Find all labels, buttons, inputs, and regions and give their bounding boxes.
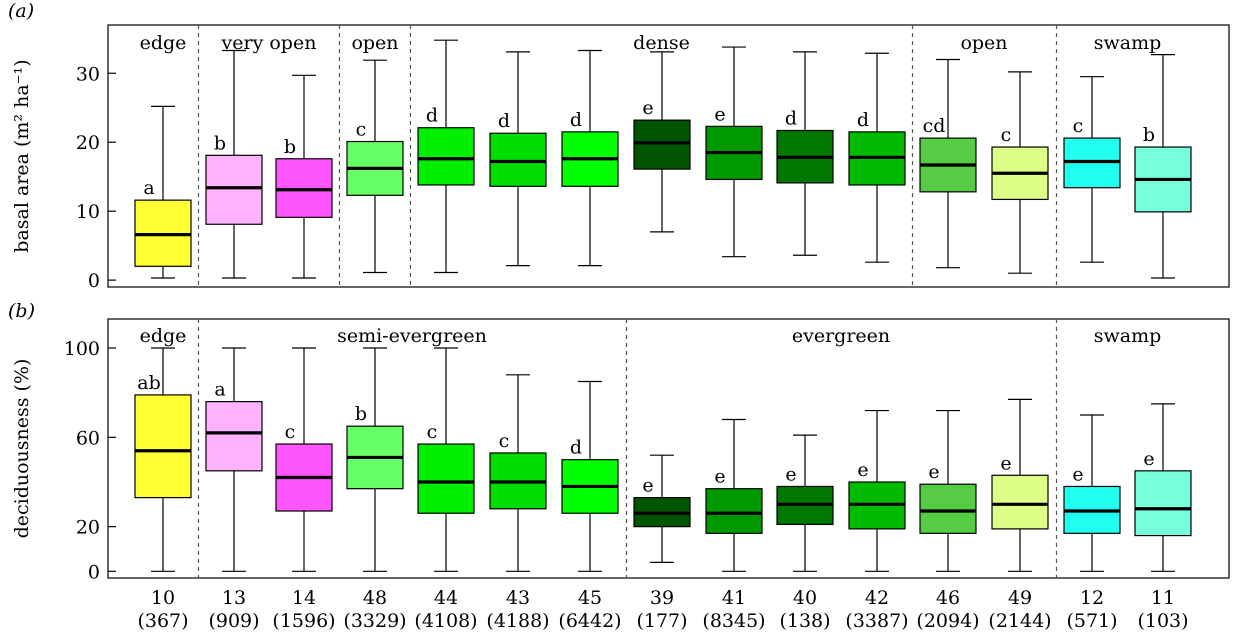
panel-a-significance-letter: c xyxy=(356,119,367,141)
category-count: (2144) xyxy=(988,610,1051,632)
panel-a-y-axis-label: basal area (m² ha⁻¹) xyxy=(11,59,33,252)
panel-b-y-tick-label: 0 xyxy=(88,561,100,583)
category-label: 39 xyxy=(650,587,674,609)
panel-b-y-axis-label: deciduousness (%) xyxy=(11,359,33,539)
panel-b-box-41 xyxy=(705,488,763,534)
category-count: (4108) xyxy=(414,610,477,632)
panel-b-label: (b) xyxy=(8,300,35,322)
category-count: (1596) xyxy=(272,610,335,632)
panel-a-significance-letter: cd xyxy=(923,115,946,137)
category-label: 44 xyxy=(434,587,458,609)
panel-b-box-10 xyxy=(134,394,192,499)
panel-a-significance-letter: b xyxy=(1143,124,1155,146)
panel-b-box-44 xyxy=(417,443,475,514)
panel-b-significance-letter: c xyxy=(285,421,296,443)
category-count: (3329) xyxy=(343,610,406,632)
panel-a-plot-frame xyxy=(107,24,1230,288)
panel-a-group-label: open xyxy=(351,32,398,54)
category-label: 11 xyxy=(1151,587,1175,609)
panel-b-significance-letter: e xyxy=(714,466,725,488)
panel-a-significance-letter: c xyxy=(1001,124,1012,146)
panel-a-box-39 xyxy=(633,119,691,170)
panel-a-significance-letter: e xyxy=(714,103,725,125)
panel-b-box-11 xyxy=(1134,470,1192,537)
category-count: (4188) xyxy=(486,610,549,632)
panel-b-significance-letter: e xyxy=(857,459,868,481)
category-count: (138) xyxy=(779,610,830,632)
panel-a-y-tick-label: 20 xyxy=(76,132,100,154)
panel-b-box-13 xyxy=(205,401,263,472)
panel-b-significance-letter: e xyxy=(1072,463,1083,485)
panel-b-plot-frame xyxy=(107,318,1230,579)
category-count: (177) xyxy=(636,610,687,632)
panel-b-significance-letter: ab xyxy=(137,372,161,394)
category-label: 10 xyxy=(151,587,175,609)
panel-a-significance-letter: a xyxy=(143,177,154,199)
category-label: 48 xyxy=(363,587,387,609)
panel-a-significance-letter: c xyxy=(1073,115,1084,137)
panel-b-group-label: evergreen xyxy=(792,325,890,347)
category-count: (103) xyxy=(1137,610,1188,632)
panel-b-box-46 xyxy=(919,483,977,534)
panel-a-significance-letter: b xyxy=(284,136,296,158)
category-count: (6442) xyxy=(558,610,621,632)
panel-a-group-label: swamp xyxy=(1094,32,1162,54)
category-count: (3387) xyxy=(845,610,908,632)
panel-b-significance-letter: e xyxy=(928,461,939,483)
panel-a-significance-letter: d xyxy=(857,109,869,131)
panel-a-significance-letter: b xyxy=(214,132,226,154)
panel-a-box-14 xyxy=(275,158,333,218)
panel-a-box-44 xyxy=(417,127,475,186)
category-label: 13 xyxy=(222,587,246,609)
panel-b-group-label: swamp xyxy=(1094,325,1162,347)
category-label: 43 xyxy=(506,587,530,609)
panel-a-significance-letter: d xyxy=(570,109,582,131)
panel-b-significance-letter: c xyxy=(499,430,510,452)
category-label: 49 xyxy=(1008,587,1032,609)
panel-b-group-label: edge xyxy=(140,325,187,347)
category-label: 40 xyxy=(793,587,817,609)
panel-a-label: (a) xyxy=(8,0,34,22)
panel-b-significance-letter: e xyxy=(1143,448,1154,470)
panel-b-significance-letter: e xyxy=(785,463,796,485)
panel-a-y-tick-label: 30 xyxy=(76,63,100,85)
panel-a-significance-letter: d xyxy=(426,105,438,127)
category-label: 12 xyxy=(1080,587,1104,609)
panel-b-significance-letter: a xyxy=(214,379,225,401)
panel-b-significance-letter: e xyxy=(642,475,653,497)
category-label: 42 xyxy=(865,587,889,609)
panel-a-group-label: very open xyxy=(221,32,317,54)
panel-a-group-label: open xyxy=(960,32,1007,54)
panel-a-group-label: edge xyxy=(140,32,187,54)
category-label: 41 xyxy=(722,587,746,609)
panel-a-y-tick-label: 10 xyxy=(76,201,100,223)
panel-b-box-49 xyxy=(991,474,1049,530)
panel-a-significance-letter: e xyxy=(642,97,653,119)
panel-a-significance-letter: d xyxy=(498,110,510,132)
panel-b-y-tick-label: 100 xyxy=(64,338,100,360)
panel-b-y-tick-label: 60 xyxy=(76,427,100,449)
panel-b-y-tick-label: 20 xyxy=(76,517,100,539)
category-label: 45 xyxy=(578,587,602,609)
panel-b-significance-letter: e xyxy=(1000,452,1011,474)
category-count: (571) xyxy=(1066,610,1117,632)
category-label: 46 xyxy=(936,587,960,609)
panel-b-significance-letter: b xyxy=(355,403,367,425)
category-count: (8345) xyxy=(702,610,765,632)
panel-a-group-label: dense xyxy=(633,32,690,54)
panel-a-box-13 xyxy=(205,154,263,225)
panel-b-significance-letter: d xyxy=(570,437,582,459)
panel-a-y-tick-label: 0 xyxy=(88,270,100,292)
panel-b-significance-letter: c xyxy=(427,421,438,443)
category-count: (2094) xyxy=(916,610,979,632)
panel-b-group-label: semi-evergreen xyxy=(337,325,487,347)
panel-a-box-43 xyxy=(489,132,547,187)
panel-a-significance-letter: d xyxy=(785,107,797,129)
category-label: 14 xyxy=(292,587,316,609)
category-count: (909) xyxy=(208,610,259,632)
category-count: (367) xyxy=(137,610,188,632)
